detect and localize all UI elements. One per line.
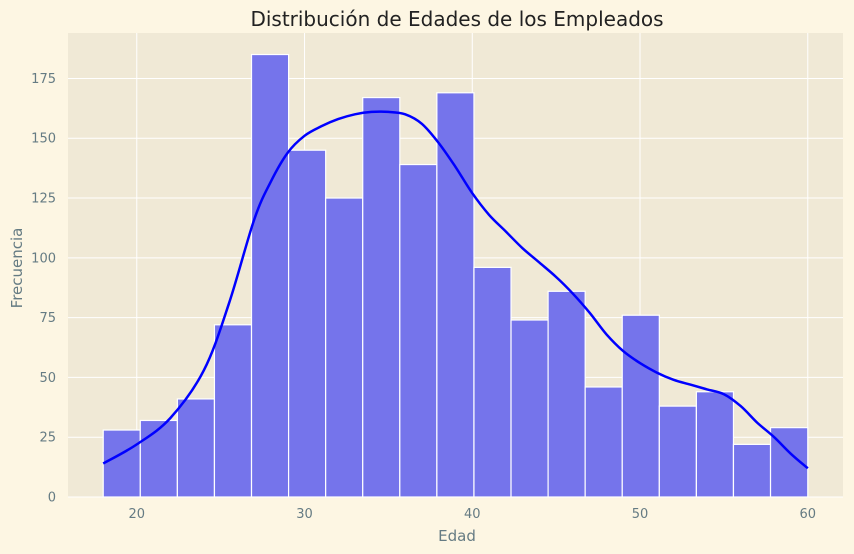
histogram-bar: [362, 96, 401, 498]
histogram-bar: [325, 197, 364, 498]
kde-curve: [102, 110, 809, 470]
y-tick-labels: 0 25 50 75 100 125 150 175: [31, 72, 56, 506]
y-tick-label: 25: [39, 431, 56, 446]
histogram-bar: [547, 290, 586, 498]
y-tick-label: 50: [39, 371, 56, 386]
histogram-bar: [695, 391, 735, 498]
histogram-bar: [658, 405, 697, 498]
x-tick-label: 20: [129, 507, 146, 522]
histogram-bar: [287, 149, 327, 498]
chart-title: Distribución de Edades de los Empleados: [250, 7, 663, 31]
histogram-bar: [584, 386, 623, 498]
histogram-bar: [176, 398, 216, 498]
x-tick-label: 40: [464, 507, 481, 522]
histogram-bar: [510, 319, 549, 498]
x-tick-label: 30: [296, 507, 313, 522]
y-tick-label: 150: [31, 132, 56, 147]
histogram-bar: [213, 324, 253, 498]
x-tick-label: 50: [632, 507, 649, 522]
y-tick-label: 175: [31, 72, 56, 87]
histogram-bar: [732, 443, 772, 498]
histogram-bar: [621, 314, 660, 498]
histogram-bar: [399, 163, 438, 498]
histogram-bar: [436, 92, 475, 498]
histogram-bar: [139, 419, 178, 498]
x-tick-labels: 20 30 40 50 60: [129, 507, 817, 522]
y-tick-label: 100: [31, 251, 56, 266]
y-tick-label: 75: [39, 311, 56, 326]
histogram-bars: [102, 53, 809, 498]
histogram-bar: [473, 266, 512, 498]
y-tick-label: 125: [31, 192, 56, 207]
y-tick-label: 0: [48, 491, 56, 506]
x-axis-label: Edad: [438, 527, 476, 545]
y-axis-label: Frecuencia: [8, 228, 26, 309]
x-tick-label: 60: [799, 507, 816, 522]
histogram-bar: [102, 429, 141, 498]
histogram-bar: [250, 53, 290, 498]
